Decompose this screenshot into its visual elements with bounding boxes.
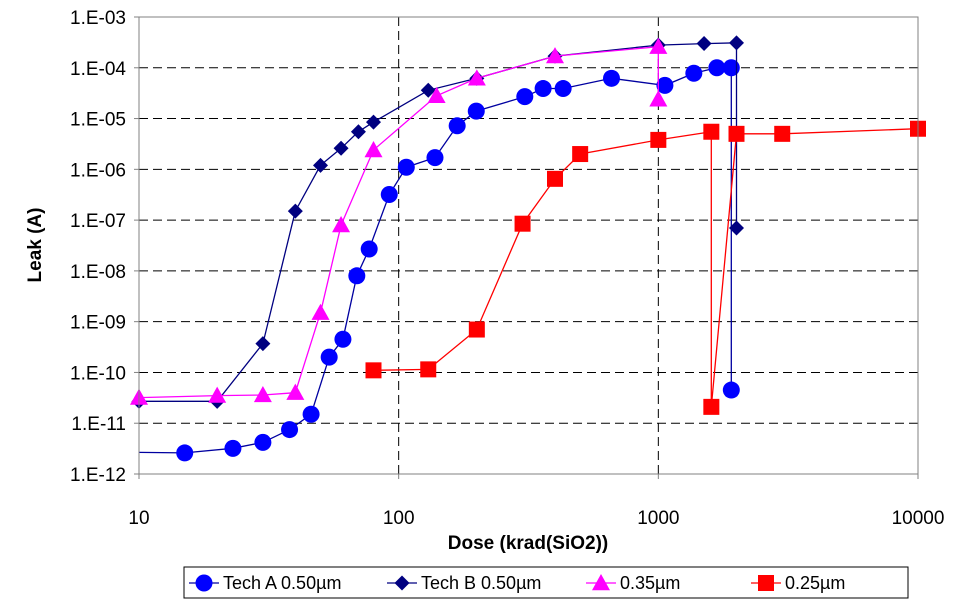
series-line (139, 45, 659, 399)
y-tick-label: 1.E-03 (70, 8, 126, 29)
legend-frame (183, 566, 909, 599)
data-point (703, 398, 720, 415)
data-point (467, 69, 486, 86)
y-tick-label: 1.E-10 (70, 363, 126, 384)
x-tick-label: 10 (128, 508, 149, 529)
x-axis-title: Dose (krad(SiO2)) (448, 533, 608, 554)
legend-marker (592, 574, 610, 591)
data-point (333, 140, 349, 156)
y-axis-title: Leak (A) (25, 208, 46, 283)
data-point (554, 80, 572, 98)
data-point (656, 76, 674, 94)
legend-label: Tech B 0.50µm (421, 573, 541, 593)
data-point (254, 433, 272, 451)
data-point (426, 149, 444, 167)
data-point (380, 185, 398, 203)
data-point (253, 385, 272, 403)
legend-marker (394, 575, 410, 591)
x-tick-label: 100 (383, 508, 415, 529)
x-tick-label: 10000 (892, 508, 945, 529)
data-point (774, 125, 791, 142)
legend-marker (195, 574, 213, 592)
y-tick-label: 1.E-07 (70, 211, 126, 232)
series-square (365, 120, 926, 415)
y-tick-label: 1.E-09 (70, 313, 126, 334)
data-point (420, 82, 436, 98)
data-point (546, 47, 565, 64)
data-point (602, 69, 620, 87)
data-point (364, 141, 383, 158)
data-point (649, 37, 668, 54)
data-point (708, 59, 726, 77)
plot-frame (138, 16, 919, 475)
data-point (650, 131, 667, 148)
data-point (332, 216, 351, 233)
data-point (547, 170, 564, 187)
data-point (722, 59, 740, 77)
data-point (350, 124, 366, 140)
data-point (649, 90, 668, 107)
data-point (366, 114, 382, 130)
tick-labels: 1.E-12 1.E-11 1.E-10 1.E-09 1.E-08 1.E-07 1.E-… (70, 8, 944, 529)
data-point (468, 321, 485, 338)
legend-item: 0.25µm (751, 573, 845, 593)
data-point (348, 267, 366, 285)
data-point (287, 203, 303, 219)
data-point (312, 157, 328, 173)
data-point (255, 336, 271, 352)
legend-label: Tech A 0.50µm (223, 573, 341, 593)
plot-area (139, 17, 918, 474)
data-point (320, 348, 338, 366)
series-diamond (131, 35, 745, 409)
legend-marker (758, 575, 774, 591)
data-point (176, 444, 194, 462)
data-point (516, 88, 534, 106)
legend-label: 0.35µm (620, 573, 680, 593)
data-point (427, 86, 446, 104)
data-point (514, 215, 531, 232)
legend-item: 0.35µm (586, 573, 680, 593)
data-point (281, 421, 299, 439)
legend: Tech A 0.50µm Tech B 0.50µm 0.35µm 0.25µm (183, 566, 909, 599)
series-circle (139, 59, 740, 462)
data-point (722, 381, 740, 399)
data-point (534, 80, 552, 98)
data-point (703, 123, 720, 140)
data-point (397, 158, 415, 176)
grid-lines (139, 17, 918, 474)
data-point (208, 386, 227, 403)
legend-item: Tech B 0.50µm (387, 573, 541, 593)
data-point (467, 102, 485, 120)
legend-label: 0.25µm (785, 573, 845, 593)
data-point (224, 439, 242, 457)
data-point (729, 220, 745, 236)
data-point (728, 125, 745, 142)
y-tick-label: 1.E-06 (70, 160, 126, 181)
y-tick-label: 1.E-04 (70, 59, 126, 80)
legend-item: Tech A 0.50µm (189, 573, 341, 593)
y-tick-label: 1.E-11 (71, 414, 126, 435)
data-point (360, 240, 378, 258)
series-layer (130, 35, 926, 462)
data-point (420, 361, 437, 378)
y-tick-label: 1.E-05 (70, 110, 126, 131)
y-tick-label: 1.E-08 (70, 262, 126, 283)
x-tick-label: 1000 (637, 508, 679, 529)
data-point (302, 405, 320, 423)
data-point (448, 117, 466, 135)
data-point (365, 362, 382, 379)
data-point (572, 146, 589, 163)
data-point (685, 64, 703, 82)
data-point (286, 383, 305, 400)
data-point (334, 330, 352, 348)
data-point (311, 303, 330, 320)
data-point (729, 35, 745, 51)
data-point (696, 36, 712, 52)
y-tick-label: 1.E-12 (70, 465, 126, 486)
